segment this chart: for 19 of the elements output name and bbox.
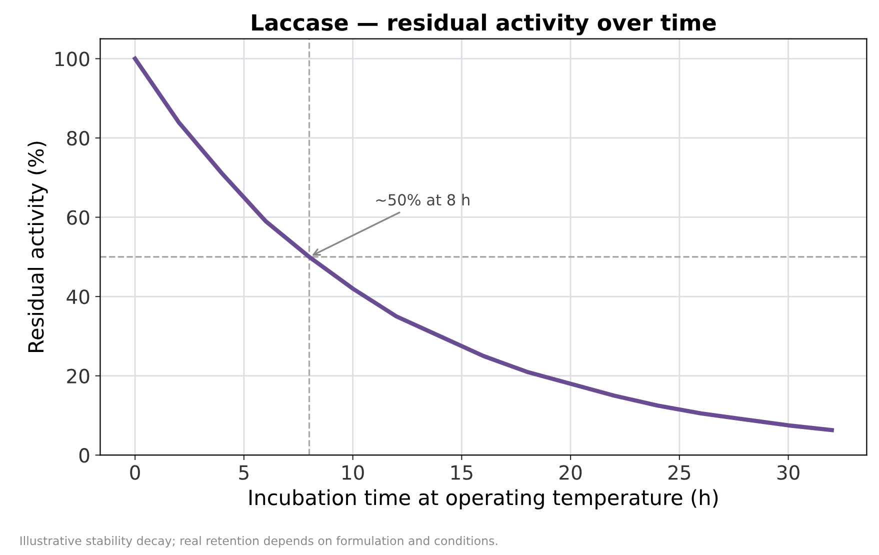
y-tick-label: 60	[67, 210, 90, 225]
line-series	[132, 56, 834, 432]
x-tick-label: 15	[451, 465, 472, 480]
y-tick-label: 0	[79, 448, 90, 463]
x-tick-label: 20	[560, 465, 582, 480]
x-axis-title: Incubation time at operating temperature (h)	[250, 489, 718, 510]
annotation: ~50% at 8 h	[376, 194, 470, 206]
y-axis-title: Residual activity (%)	[28, 142, 48, 352]
x-tick-label: 25	[668, 465, 690, 480]
x-tick-label: 10	[342, 465, 364, 480]
x-tick-label: 5	[239, 465, 248, 480]
chart-title: Laccase — residual activity over time	[252, 14, 716, 36]
y-tick-label: 100	[56, 52, 90, 66]
y-tick-label: 40	[66, 289, 90, 304]
y-tick-label: 80	[67, 130, 90, 146]
text: Illustrative stability decay; real retention depends on formulation and conditions.	[20, 536, 498, 548]
y-tick-label: 20	[67, 368, 90, 384]
x-tick-label: 0	[130, 465, 140, 480]
x-tick-label: 30	[777, 465, 800, 480]
